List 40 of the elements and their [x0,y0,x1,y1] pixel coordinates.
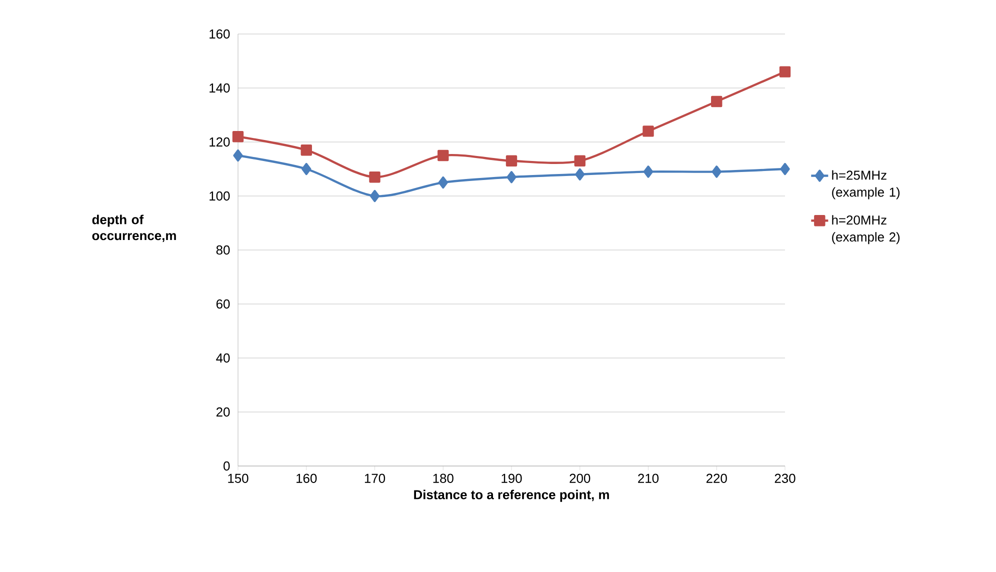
point [302,162,312,176]
x-tick-label: 210 [638,474,659,483]
x-tick-label: 180 [433,474,454,483]
point [370,190,380,202]
y-tick-label: 80 [216,245,230,255]
legend-label: h=20MHz (example 2) [832,215,900,244]
point [438,176,448,189]
point [779,66,791,78]
x-tick-label: 190 [502,474,522,483]
point [711,96,722,108]
y-tick-label: 160 [210,29,230,39]
point [506,155,518,166]
y-tick-label: 140 [210,83,230,93]
y-tick-label: 40 [216,353,230,363]
x-tick-label: 160 [296,474,317,483]
x-tick-label: 170 [364,474,386,483]
point [642,126,654,137]
point [575,168,585,180]
y-axis-title: depth of occurrence,m [92,214,176,242]
point [574,155,586,166]
x-tick-label: 220 [706,474,727,483]
point [369,172,380,183]
legend-label: h=25MHz (example 1) [832,170,900,200]
point [438,150,449,162]
y-tick-label: 60 [216,299,230,309]
point [780,162,790,176]
y-tick-label: 100 [210,191,230,201]
point [643,166,654,178]
point [233,149,243,162]
point [232,131,244,142]
x-axis-title: Distance to a reference point, m [414,490,609,502]
point [300,144,312,156]
x-tick-label: 200 [570,474,590,483]
point [506,171,516,184]
y-tick-label: 120 [210,137,230,147]
y-tick-label: 0 [224,461,230,471]
x-tick-label: 230 [774,474,796,483]
point [712,166,722,178]
y-tick-label: 20 [216,407,230,417]
x-tick-label: 150 [228,474,248,483]
